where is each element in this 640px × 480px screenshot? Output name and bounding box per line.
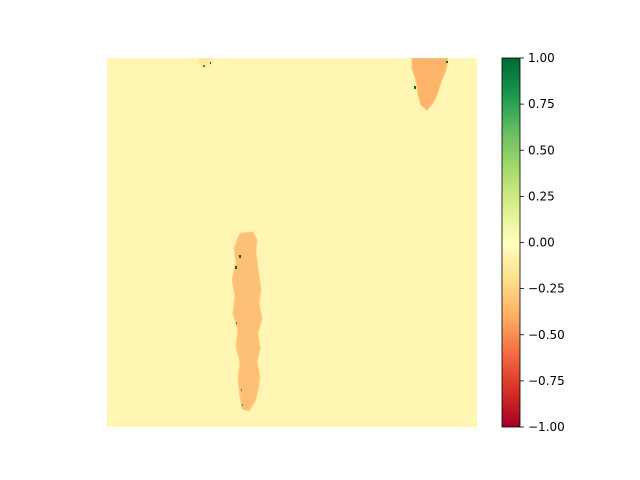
colorbar-tick-label: −0.25 [528,282,565,296]
colorbar-tick-label: 0.00 [528,236,555,250]
green-speck [241,389,242,391]
colorbar-tick-label: 0.50 [528,143,555,157]
green-speck [446,61,448,63]
heatmap-texture [107,58,477,427]
green-speck [203,65,205,67]
green-speck [235,266,237,269]
green-speck [210,62,211,64]
colorbar-ticks: 1.00 0.75 0.50 0.25 0.00 −0.25 −0.50 −0.75 −1.00 [520,51,565,434]
colorbar-gradient [502,58,520,427]
colorbar: 1.00 0.75 0.50 0.25 0.00 −0.25 −0.50 −0.75 −1.00 [501,51,565,434]
colorbar-tick-label: −1.00 [528,420,565,434]
heatmap-specks [203,61,448,406]
green-speck [236,322,237,324]
colorbar-tick-label: −0.75 [528,374,565,388]
heatmap-image [107,58,477,427]
colorbar-tick-label: −0.50 [528,328,565,342]
colorbar-tick-label: 0.25 [528,189,555,203]
green-speck [242,404,243,406]
colorbar-tick-label: 1.00 [528,51,555,65]
green-speck [414,86,416,89]
colorbar-tick-label: 0.75 [528,97,555,111]
green-speck [239,255,241,258]
